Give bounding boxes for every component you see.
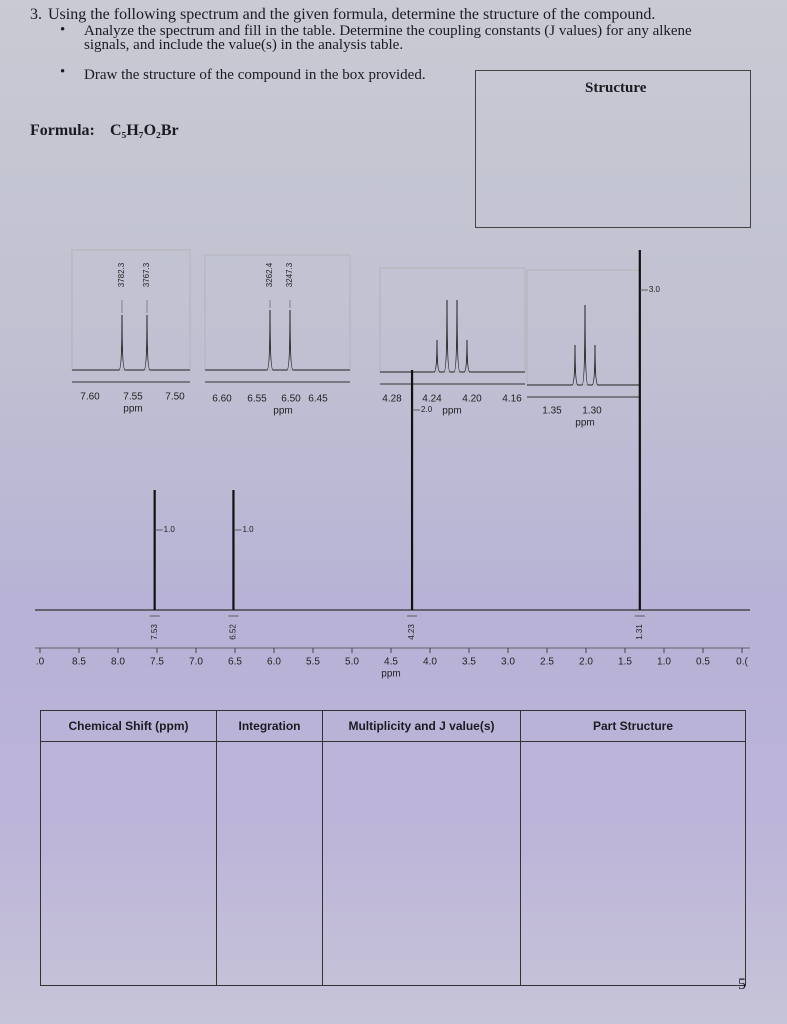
table-cell xyxy=(520,741,746,986)
x-tick-label: 6.5 xyxy=(228,657,242,668)
x-tick-label: 1.0 xyxy=(657,657,671,668)
table-header: Integration xyxy=(216,710,323,742)
inset-tick-label: 6.50 xyxy=(281,394,301,405)
inset-tick-label: 6.60 xyxy=(212,394,232,405)
table-cell xyxy=(40,741,217,986)
inset-tick-label: 7.55 xyxy=(123,392,143,403)
inset-tick-label: 4.20 xyxy=(462,394,482,405)
x-tick-label: 8.5 xyxy=(72,657,86,668)
x-tick-label: 6.0 xyxy=(267,657,281,668)
x-tick-label: 4.0 xyxy=(423,657,437,668)
table-header-row: Chemical Shift (ppm) Integration Multipl… xyxy=(40,710,746,742)
table-header: Chemical Shift (ppm) xyxy=(40,710,217,742)
table-row xyxy=(40,741,746,986)
question-text: Using the following spectrum and the giv… xyxy=(48,6,656,23)
x-tick-label: 3.0 xyxy=(501,657,515,668)
inset-multiplet xyxy=(380,299,525,373)
inset-frame xyxy=(71,249,191,371)
x-tick-label: 0.5 xyxy=(696,657,710,668)
inset-tick-label: 4.28 xyxy=(382,394,402,405)
inset-peak-label: 3262.4 xyxy=(265,262,274,287)
inset-peak-label: 3782.3 xyxy=(117,262,126,287)
x-axis-unit: ppm xyxy=(381,669,400,680)
inset-tick-label: 4.16 xyxy=(502,394,522,405)
bullet-text: Draw the structure of the compound in th… xyxy=(84,67,426,83)
x-tick-label: 2.5 xyxy=(540,657,554,668)
inset-tick-label: 7.50 xyxy=(165,392,185,403)
table-cell xyxy=(216,741,323,986)
x-tick-label: 1.5 xyxy=(618,657,632,668)
analysis-table: Chemical Shift (ppm) Integration Multipl… xyxy=(40,710,746,986)
inset-multiplet xyxy=(72,314,190,371)
table-header: Part Structure xyxy=(520,710,746,742)
bullet-dot: • xyxy=(60,22,66,38)
inset-frame xyxy=(204,254,351,371)
inset-frame xyxy=(379,267,526,373)
inset-tick-label: 4.24 xyxy=(422,394,442,405)
integration-label: 2.0 xyxy=(421,405,433,414)
inset-tick-label: 6.45 xyxy=(308,394,328,405)
formula-label: Formula: xyxy=(30,122,95,139)
inset-frame xyxy=(526,269,641,386)
x-tick-label: .0 xyxy=(36,657,45,668)
inset-peak-label: 3247.3 xyxy=(285,262,294,287)
x-tick-label: 7.5 xyxy=(150,657,164,668)
inset-peak-label: 3767.3 xyxy=(142,262,151,287)
inset-tick-label: 1.35 xyxy=(542,406,562,417)
structure-title: Structure xyxy=(585,80,647,96)
inset-multiplet xyxy=(527,304,640,386)
x-tick-label: 0.( xyxy=(736,657,748,668)
x-tick-label: 7.0 xyxy=(189,657,203,668)
x-tick-label: 8.0 xyxy=(111,657,125,668)
shift-label: 6.52 xyxy=(229,624,238,640)
inset-unit: ppm xyxy=(575,418,594,429)
inset-tick-label: 7.60 xyxy=(80,392,100,403)
x-tick-label: 4.5 xyxy=(384,657,398,668)
integration-label: 1.0 xyxy=(242,525,254,534)
shift-label: 1.31 xyxy=(635,624,644,640)
inset-unit: ppm xyxy=(123,404,142,415)
bullet-dot: • xyxy=(60,64,66,80)
integration-label: 1.0 xyxy=(164,525,176,534)
question-number: 3. xyxy=(30,6,42,23)
table-cell xyxy=(322,741,521,986)
inset-tick-label: 6.55 xyxy=(247,394,267,405)
bullet-text: Analyze the spectrum and fill in the tab… xyxy=(84,23,692,53)
x-tick-label: 3.5 xyxy=(462,657,476,668)
inset-multiplet xyxy=(205,309,350,371)
inset-unit: ppm xyxy=(273,406,292,417)
x-tick-label: 5.5 xyxy=(306,657,320,668)
table-header: Multiplicity and J value(s) xyxy=(322,710,521,742)
inset-tick-label: 1.30 xyxy=(582,406,602,417)
x-tick-label: 2.0 xyxy=(579,657,593,668)
shift-label: 7.53 xyxy=(150,624,159,640)
shift-label: 4.23 xyxy=(407,624,416,640)
integration-label: 3.0 xyxy=(649,285,661,294)
inset-unit: ppm xyxy=(442,406,461,417)
structure-box xyxy=(475,70,751,228)
page-number: 5 xyxy=(738,976,746,993)
x-tick-label: 5.0 xyxy=(345,657,359,668)
formula-value: C₅H₇O₂Br xyxy=(110,122,179,139)
